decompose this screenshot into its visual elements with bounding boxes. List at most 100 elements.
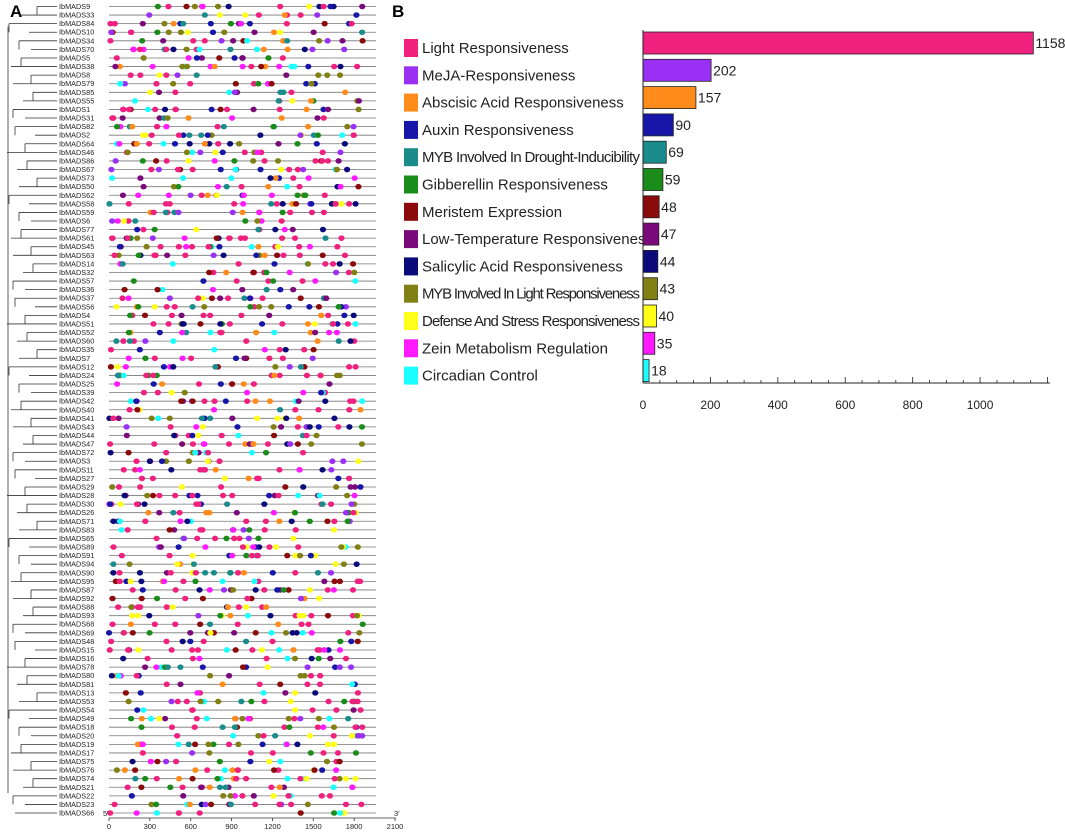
element-dot: [344, 321, 352, 327]
bar-value-label: 18: [651, 363, 667, 379]
element-dot: [114, 381, 121, 387]
element-dot: [248, 63, 255, 70]
element-dot: [131, 98, 139, 104]
element-dot: [330, 587, 337, 593]
element-dot: [305, 175, 312, 181]
element-dot: [295, 492, 302, 499]
three-prime-label: 3': [394, 809, 400, 818]
element-dot: [198, 415, 206, 422]
gene-label: IbMADS23: [59, 800, 94, 809]
element-dot: [227, 612, 234, 619]
element-dot: [304, 801, 311, 808]
element-dot: [354, 63, 361, 70]
bar-value-label: 43: [659, 281, 675, 297]
element-dot: [315, 303, 323, 310]
element-dot: [180, 20, 187, 27]
element-dot: [319, 467, 326, 473]
element-dot: [196, 46, 203, 53]
element-dot: [304, 681, 311, 688]
element-dot: [163, 449, 170, 456]
element-dot: [124, 527, 131, 533]
element-dot: [326, 381, 333, 387]
element-dot: [132, 767, 139, 773]
element-dot: [188, 355, 195, 362]
element-dot: [285, 715, 292, 722]
element-dot: [250, 441, 257, 447]
element-dot: [240, 527, 247, 533]
element-dot: [335, 424, 342, 430]
element-dot: [277, 424, 285, 430]
element-dot: [287, 698, 294, 705]
element-dot: [231, 89, 238, 96]
element-dot: [116, 518, 124, 525]
element-dot: [351, 484, 359, 490]
element-dot: [295, 398, 302, 404]
legend-swatch: [404, 202, 418, 221]
element-dot: [160, 364, 168, 370]
element-dot: [239, 544, 246, 550]
element-dot: [268, 192, 275, 199]
element-dot: [320, 106, 327, 113]
element-dot: [352, 724, 359, 731]
element-dot: [146, 12, 153, 18]
element-dot: [259, 295, 266, 302]
element-dot: [315, 406, 322, 413]
element-dot: [168, 647, 175, 653]
gene-label: IbMADS49: [59, 714, 94, 723]
element-dot: [166, 552, 173, 559]
element-dot: [158, 458, 166, 465]
element-dot: [276, 106, 283, 113]
element-dot: [201, 467, 209, 473]
element-dot: [213, 192, 220, 199]
element-dot: [175, 209, 182, 216]
element-dot: [340, 561, 347, 567]
gene-label: IbMADS37: [59, 294, 94, 303]
element-dot: [328, 467, 335, 473]
bar-value-label: 59: [665, 172, 681, 188]
element-dot: [255, 535, 262, 542]
element-dot: [248, 552, 256, 559]
element-dot: [199, 3, 206, 10]
element-dot: [126, 406, 133, 413]
gene-label: IbMADS84: [59, 19, 94, 28]
element-dot: [155, 166, 163, 173]
element-dot: [266, 355, 273, 362]
element-dot: [313, 140, 320, 147]
element-dot: [287, 209, 294, 216]
element-dot: [247, 758, 254, 765]
element-dot: [169, 261, 176, 267]
element-dot: [269, 569, 276, 576]
element-dot: [130, 46, 137, 53]
element-dot: [261, 346, 268, 353]
element-dot: [132, 218, 139, 224]
legend-swatch: [404, 39, 418, 57]
element-dot: [270, 123, 277, 130]
element-dot: [114, 604, 122, 610]
element-dot: [176, 509, 183, 516]
element-dot: [202, 569, 209, 576]
element-dot: [266, 492, 273, 499]
element-dot: [337, 638, 344, 645]
element-dot: [354, 690, 362, 696]
element-dot: [270, 509, 277, 516]
element-dot: [164, 115, 171, 121]
element-dot: [144, 492, 151, 499]
element-dot: [321, 647, 328, 653]
element-dot: [241, 149, 248, 156]
element-dot: [292, 527, 299, 533]
gene-label: IbMADS5: [59, 53, 90, 62]
element-dot: [342, 89, 349, 96]
element-dot: [345, 715, 352, 722]
element-dot: [317, 389, 325, 396]
element-dot: [194, 295, 202, 302]
gene-label: IbMADS11: [59, 465, 94, 474]
element-dot: [308, 80, 315, 87]
element-dot: [282, 346, 289, 353]
gene-label: IbMADS85: [59, 88, 94, 97]
element-dot: [111, 252, 118, 259]
element-dot: [154, 29, 161, 36]
element-dot: [223, 183, 230, 190]
element-dot: [282, 690, 289, 696]
element-dot: [160, 140, 167, 147]
element-dot: [355, 106, 362, 113]
